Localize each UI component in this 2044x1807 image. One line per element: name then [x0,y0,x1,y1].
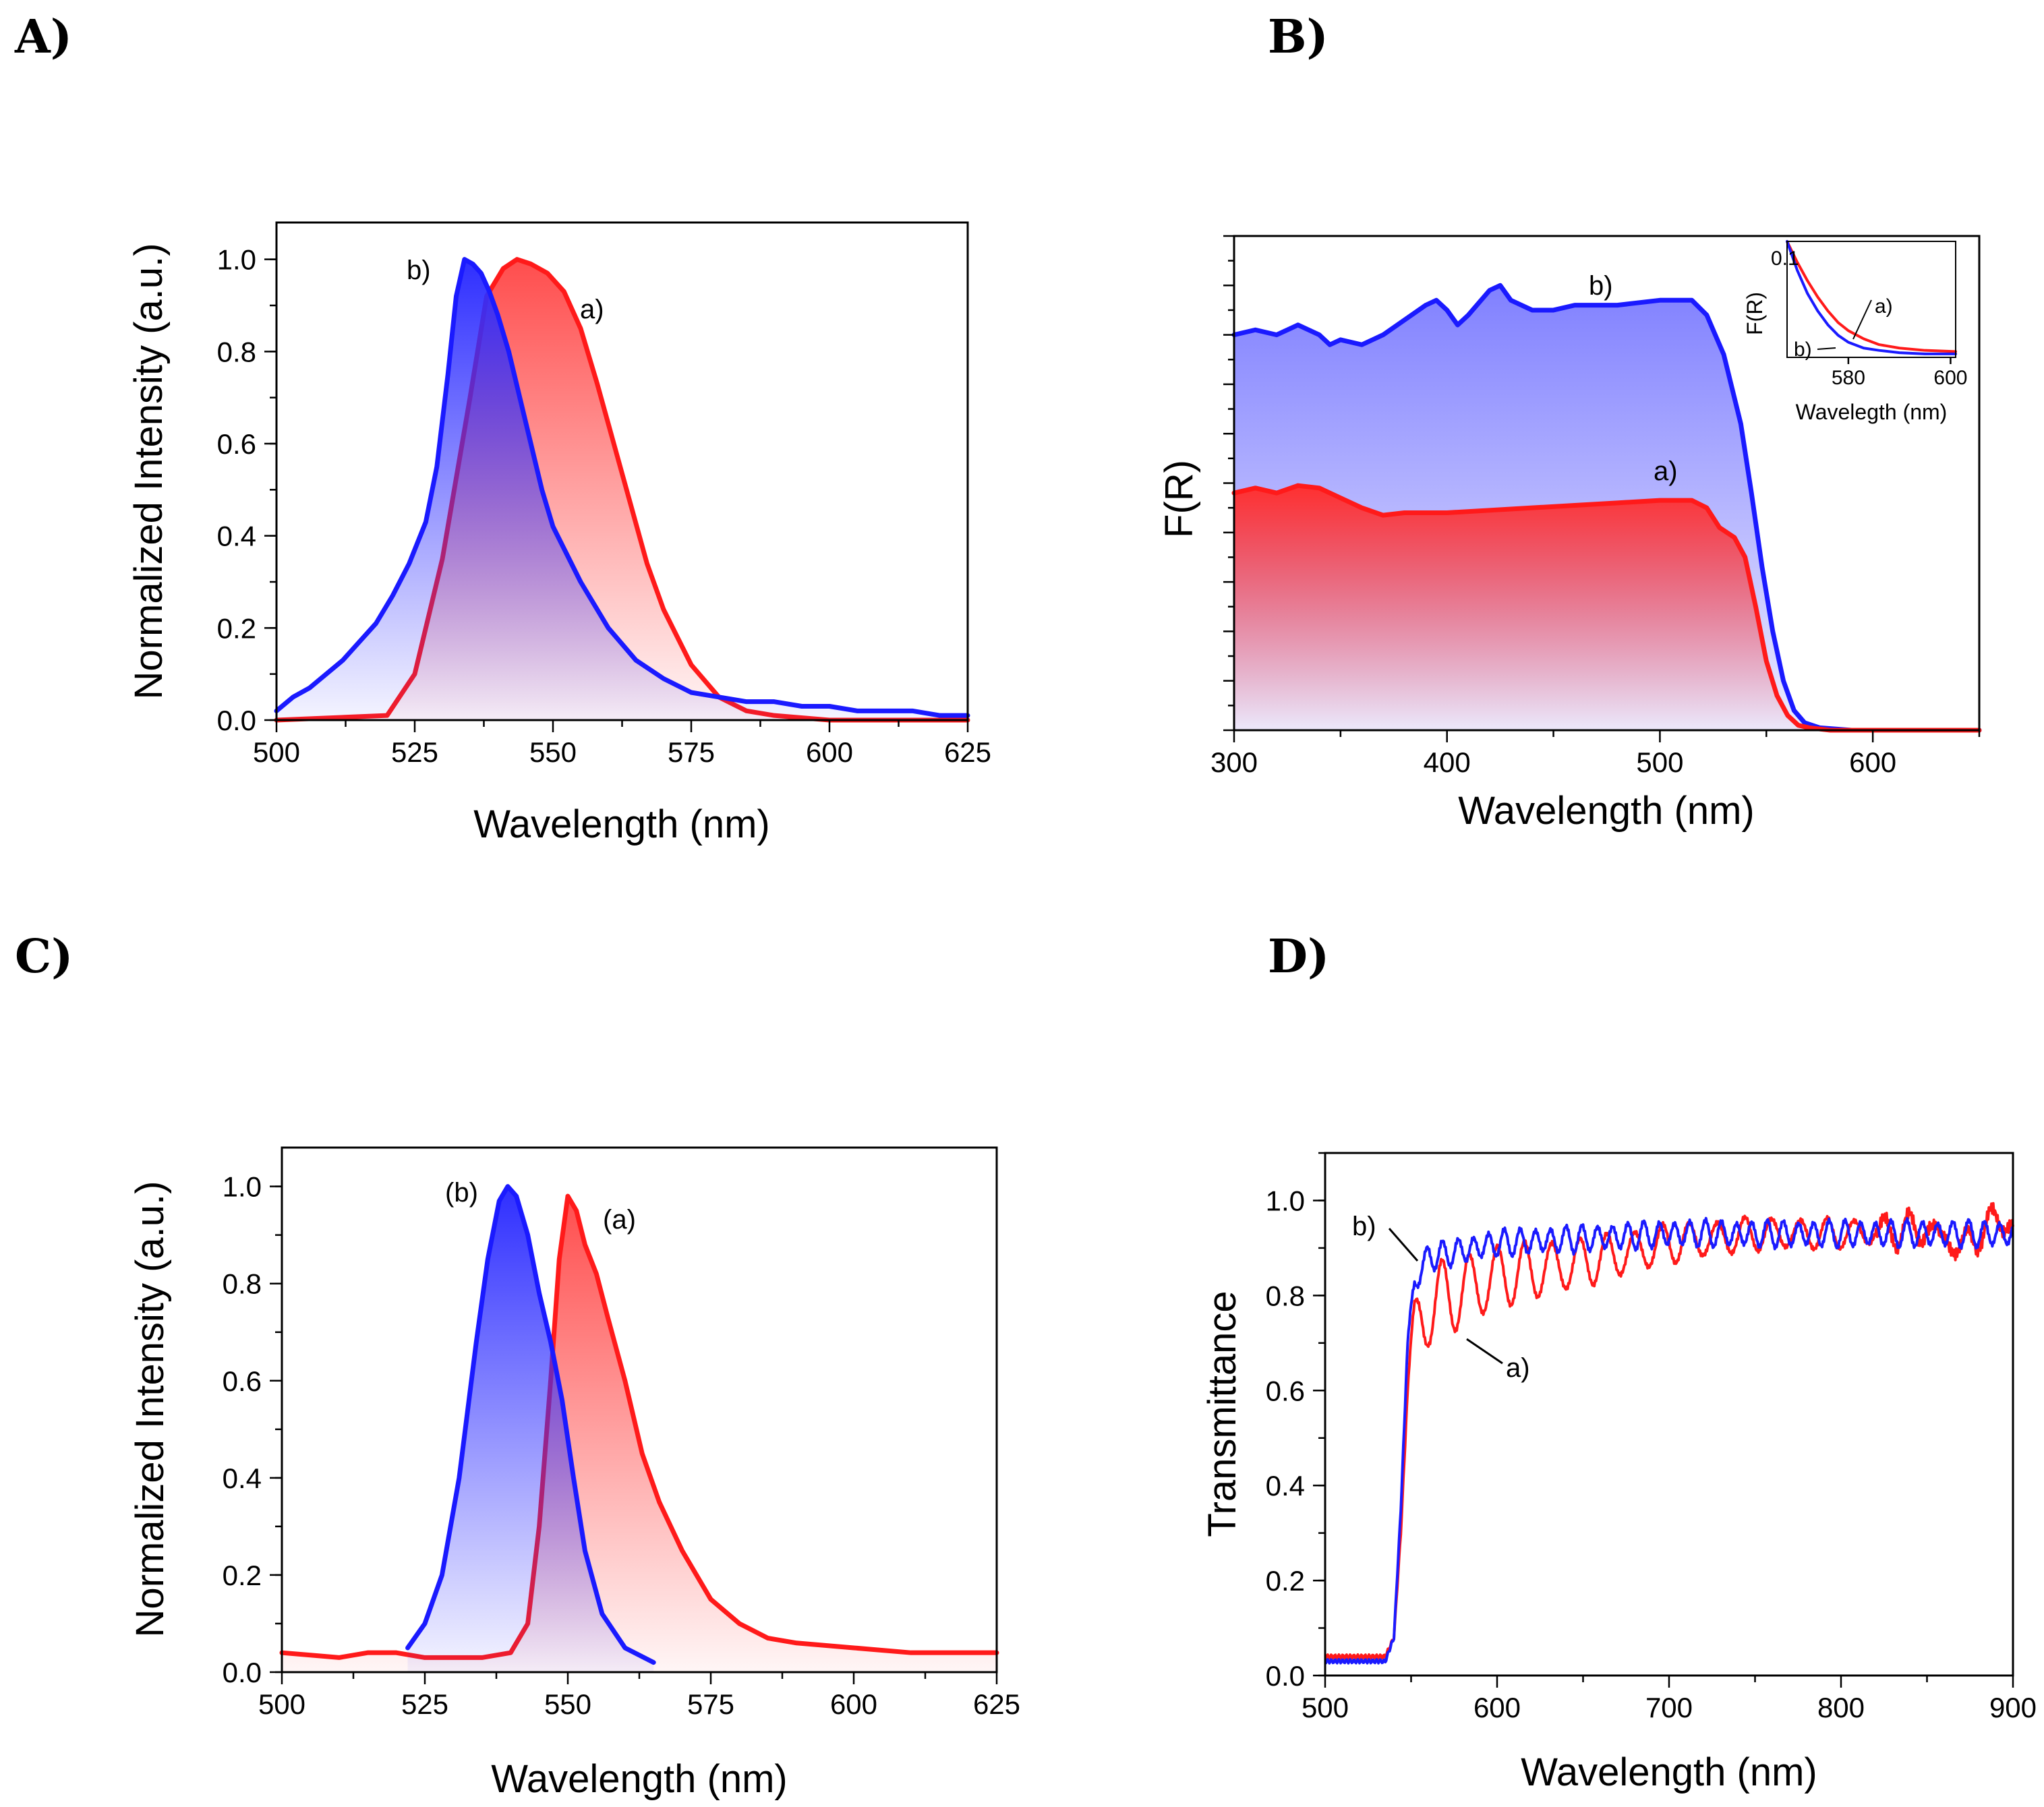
series-label-d-b: b) [1352,1212,1376,1241]
a-x-tick-label-0: 500 [253,736,300,768]
c-x-tick-label-2: 550 [544,1688,591,1720]
series-label-a-a: a) [580,295,604,324]
series-label-a-b: b) [407,256,431,285]
inset-x-tick-label-0: 580 [1832,367,1865,389]
panel-label-d: D) [1268,930,1329,984]
series-b-a-fill [1234,485,1979,730]
inset-series-label-b: b) [1794,338,1812,361]
y-axis-label-c: Normalized Intensity (a.u.) [128,1181,172,1638]
arrow-d-a [1466,1338,1503,1365]
chart-panel-d: D) 500 600 700 800 900 0.0 0.2 0.4 0.6 0.8 1.0 Wav… [1200,930,2037,1794]
inset-frame [1786,241,1956,358]
inset-series-b-line [1786,240,1957,355]
a-y-tick-label-5: 1.0 [217,244,256,276]
d-y-tick-label-3: 0.6 [1266,1375,1305,1406]
a-x-tick-label-2: 550 [529,736,577,768]
series-label-b-b: b) [1589,271,1613,301]
a-x-tick-label-5: 625 [944,736,991,768]
inset-x-tick-label-1: 600 [1933,367,1967,389]
plot-area-b [1231,283,1982,733]
chart-panel-c: C) 500 525 550 575 600 6250.00.20.40.60.81.0 … [15,930,1020,1801]
y-axis-label-a: Normalized Intensity (a.u.) [127,243,171,700]
series-d-b-line [1324,1216,2014,1665]
c-x-tick-label-5: 625 [973,1688,1020,1720]
plot-area-a [274,257,970,723]
panel-label-b: B) [1268,10,1328,64]
b-x-tick-label-2: 500 [1636,746,1683,778]
d-x-tick-label-2: 700 [1645,1692,1693,1723]
d-x-tick-label-4: 900 [1989,1692,2037,1723]
series-label-c-b: (b) [445,1178,478,1208]
c-y-tick-label-5: 1.0 [223,1171,262,1203]
a-y-tick-label-1: 0.2 [217,612,256,644]
c-y-tick-label-1: 0.2 [223,1560,262,1591]
inset-y-tick-label: 0.1 [1771,247,1799,270]
axes-d: 500 600 700 800 900 0.0 0.2 0.4 0.6 0.8 1.0 [1266,1152,2037,1723]
x-axis-label-c: Wavelength (nm) [491,1757,787,1801]
inset-series-label-a: a) [1875,295,1893,318]
plot-area-d [1324,1202,2014,1665]
c-x-tick-label-1: 525 [401,1688,448,1720]
a-y-tick-label-4: 0.8 [217,336,256,367]
d-y-tick-label-5: 1.0 [1266,1185,1305,1216]
a-y-tick-label-0: 0.0 [217,705,256,736]
inset-series-a-line [1786,240,1957,353]
a-y-tick-label-2: 0.4 [217,521,256,552]
inset-background [1787,241,1956,357]
series-label-b-a: a) [1654,456,1678,486]
x-axis-label-b: Wavelength (nm) [1458,789,1754,833]
axes-b: 300 400 500 600 [1210,235,1981,778]
series-c-b-line [405,1184,656,1665]
inset-x-axis-label: Wavelegth (nm) [1796,400,1948,424]
c-y-tick-label-3: 0.6 [223,1365,262,1397]
c-x-tick-label-0: 500 [258,1688,305,1720]
arrow-d-b [1388,1228,1419,1262]
b-x-tick-label-1: 400 [1424,746,1471,778]
series-d-a-line [1324,1202,2014,1660]
c-y-tick-label-0: 0.0 [223,1657,262,1688]
inset-arrow-b [1817,347,1836,350]
d-y-tick-label-0: 0.0 [1266,1660,1305,1692]
d-x-tick-label-1: 600 [1473,1692,1521,1723]
d-y-tick-label-1: 0.2 [1266,1565,1305,1597]
b-x-tick-label-0: 300 [1210,746,1258,778]
y-axis-label-d: Transmittance [1200,1291,1244,1537]
panel-label-a: A) [14,10,72,64]
plot-area-c [279,1184,999,1672]
x-axis-label-d: Wavelength (nm) [1521,1750,1817,1794]
d-x-tick-label-3: 800 [1817,1692,1865,1723]
series-c-b-fill [407,1186,654,1672]
d-x-tick-label-0: 500 [1302,1692,1349,1723]
inset-axes: 580 600 [1832,357,1967,389]
chart-panel-b: B) 300 400 500 600 Wavelength (nm) F(R) b) … [1157,10,1982,833]
c-y-tick-label-4: 0.8 [223,1268,262,1300]
x-axis-label-a: Wavelength (nm) [473,802,769,846]
inset-chart-b: 580 600 0.1 Wavelegth (nm) F(R) a) b) [1743,240,1967,424]
a-y-tick-label-3: 0.6 [217,428,256,460]
series-a-b-line [274,257,970,718]
series-label-d-a: a) [1506,1353,1530,1383]
c-x-tick-label-3: 575 [687,1688,734,1720]
axes-a: 500 525 550 575 600 625 0.0 0.2 0.4 0.6 0.8 1.0 [217,244,991,768]
d-y-tick-label-4: 0.8 [1266,1280,1305,1311]
a-x-tick-label-4: 600 [806,736,853,768]
panel-label-c: C) [15,930,73,984]
series-label-c-a: (a) [603,1205,636,1235]
a-x-tick-label-1: 525 [391,736,438,768]
b-x-tick-label-3: 600 [1849,746,1896,778]
d-y-tick-label-2: 0.4 [1266,1470,1305,1502]
c-x-tick-label-4: 600 [830,1688,877,1720]
axes-c: 500 525 550 575 600 625 0.0 0.2 0.4 0.6 0.8 1.0 [223,1171,1020,1720]
inset-arrow-a [1852,299,1872,340]
c-y-tick-label-2: 0.4 [223,1462,262,1494]
y-axis-label-b: F(R) [1157,460,1201,538]
a-x-tick-label-3: 575 [668,736,715,768]
inset-y-axis-label: F(R) [1743,292,1767,335]
chart-panel-a: A) 500 525 550 575 600 6250.00.20.40.60.81.0 … [14,10,991,846]
series-c-a-fill [282,1196,997,1672]
